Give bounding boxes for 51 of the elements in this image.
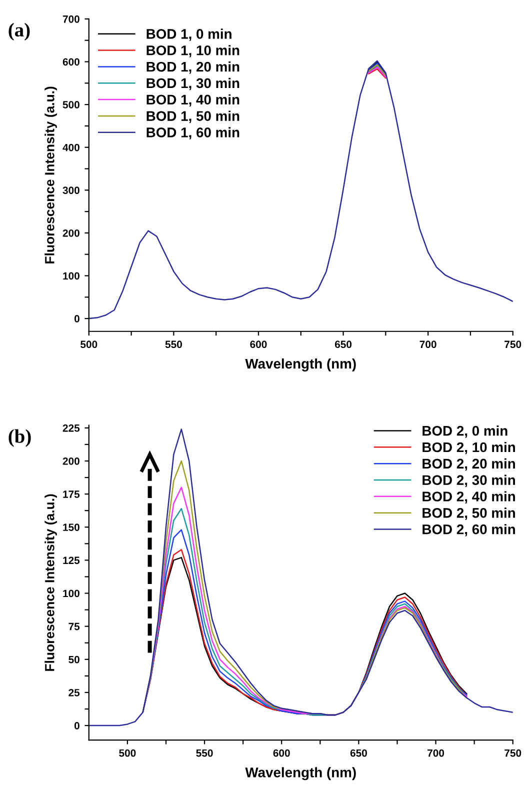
y-tick-label: 200 (62, 457, 80, 465)
y-tick-label: 0 (74, 722, 80, 730)
y-tick-label: 600 (62, 58, 80, 66)
x-tick-label: 750 (504, 749, 522, 757)
x-tick-label: 650 (350, 749, 367, 757)
x-axis-title: Wavelength (nm) (245, 767, 356, 780)
legend-label: BOD 1, 20 min (146, 61, 240, 74)
y-axis-title: Fluorescence Intensity (a.u.) (44, 86, 57, 264)
legend-label: BOD 2, 40 min (422, 491, 515, 504)
legend-label: BOD 2, 30 min (422, 474, 515, 488)
line-series (88, 60, 513, 320)
x-tick-label: 500 (80, 340, 98, 348)
legend-label: BOD 1, 60 min (146, 127, 240, 140)
x-tick-label: 700 (420, 340, 436, 348)
y-tick-label: 0 (74, 315, 80, 322)
x-tick-label: 550 (165, 340, 182, 348)
y-tick-label: 225 (62, 424, 80, 432)
y-tick-label: 125 (63, 556, 80, 564)
y-tick-label: 150 (63, 524, 80, 531)
y-tick-label: 400 (62, 144, 80, 152)
legend-label: BOD 1, 0 min (146, 28, 232, 41)
y-tick-label: 50 (68, 656, 80, 664)
y-tick-label: 100 (63, 272, 80, 280)
legend-label: BOD 1, 30 min (146, 78, 240, 90)
y-tick-label: 175 (63, 490, 80, 498)
legend-label: BOD 2, 0 min (422, 426, 508, 438)
legend-label: BOD 1, 10 min (146, 45, 240, 58)
legend-label: BOD 2, 50 min (422, 508, 515, 520)
x-tick-label: 750 (504, 340, 522, 348)
y-tick-label: 500 (62, 101, 80, 108)
text: (a) (8, 22, 30, 41)
legend-label: BOD 2, 10 min (422, 442, 515, 454)
legend-label: BOD 2, 60 min (422, 524, 515, 536)
x-tick-label: 500 (119, 749, 136, 757)
x-tick-label: 550 (196, 749, 213, 757)
x-tick-label: 650 (334, 340, 352, 348)
y-tick-label: 700 (62, 15, 80, 23)
y-tick-label: 25 (68, 688, 80, 696)
y-tick-label: 75 (68, 622, 80, 630)
x-tick-label: 700 (428, 749, 444, 757)
x-tick-label: 600 (273, 749, 290, 757)
y-tick-label: 300 (62, 186, 80, 194)
x-tick-label: 600 (250, 340, 267, 348)
legend-label: BOD 2, 20 min (422, 458, 515, 471)
x-axis-title: Wavelength (nm) (245, 358, 356, 372)
y-axis-title: Fluorescence Intensity (a.u.) (44, 494, 57, 671)
text: (b) (8, 429, 31, 447)
y-tick-label: 100 (63, 590, 80, 598)
legend-label: BOD 1, 50 min (146, 110, 240, 123)
legend-label: BOD 1, 40 min (146, 94, 240, 107)
y-tick-label: 200 (62, 229, 80, 237)
